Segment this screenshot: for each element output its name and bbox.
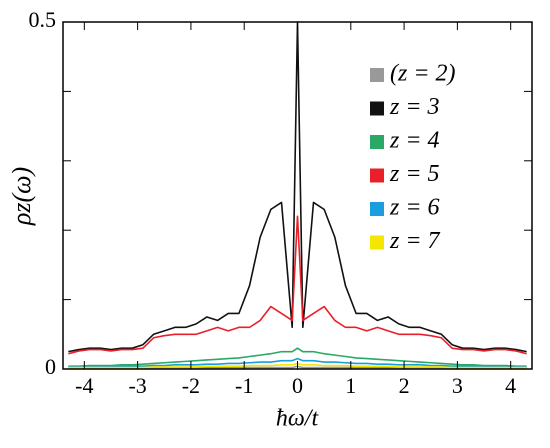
legend-label: (z = 2) <box>390 61 456 87</box>
legend-label: z = 5 <box>389 161 440 187</box>
y-axis-label: ρz(ω) <box>7 167 36 226</box>
legend-marker <box>370 101 384 116</box>
plot-frame <box>62 21 533 370</box>
legend-marker <box>370 168 384 183</box>
x-tick-label: 1 <box>345 373 356 398</box>
legend-marker <box>370 135 384 149</box>
x-tick-label: 0 <box>292 373 303 398</box>
line-series <box>68 357 527 368</box>
x-tick-label: 4 <box>505 373 516 398</box>
line-series <box>68 215 527 355</box>
legend-label: z = 6 <box>389 195 440 221</box>
y-tick-label: 0 <box>45 354 56 379</box>
x-axis-label: ħω/t <box>276 406 320 432</box>
x-tick-label: -3 <box>128 373 146 398</box>
x-tick-label: -4 <box>75 373 93 398</box>
x-tick-label: -1 <box>235 373 253 398</box>
legend-label: z = 7 <box>389 228 441 254</box>
x-tick-label: 3 <box>452 373 463 398</box>
legend-marker <box>370 68 384 82</box>
line-series <box>68 21 527 353</box>
y-tick-label: 0.5 <box>29 7 57 32</box>
x-tick-label: 2 <box>399 373 410 398</box>
x-tick-label: -2 <box>182 373 200 398</box>
legend-label: z = 4 <box>389 128 440 154</box>
legend-marker <box>370 235 384 250</box>
legend-label: z = 3 <box>389 94 440 120</box>
legend-marker <box>370 202 384 216</box>
line-series <box>68 347 527 368</box>
